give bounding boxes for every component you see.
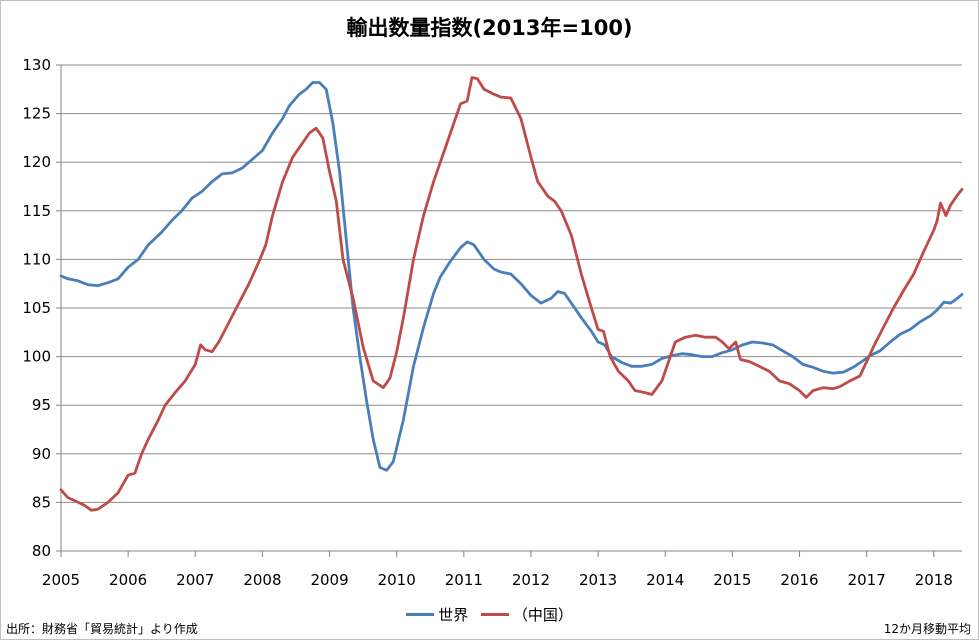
chart-title: 輸出数量指数(2013年=100): [346, 16, 633, 40]
y-tick-label-110: 110: [22, 250, 51, 268]
source-note: 出所：財務省「貿易統計」より作成: [6, 622, 198, 636]
x-tick-label-2018: 2018: [915, 571, 953, 589]
x-tick-label-2013: 2013: [579, 571, 617, 589]
x-tick-label-2005: 2005: [42, 571, 80, 589]
chart-legend: 世界 （中国）: [0, 602, 979, 625]
x-tick-label-2017: 2017: [848, 571, 886, 589]
y-tick-label-90: 90: [32, 445, 51, 463]
legend-label-world: 世界: [438, 606, 469, 624]
x-tick-label-2007: 2007: [176, 571, 214, 589]
y-tick-label-125: 125: [22, 105, 51, 123]
y-tick-label-115: 115: [22, 202, 51, 220]
legend-swatch-china: [480, 613, 509, 616]
series-line-world: [59, 81, 964, 472]
series-line-china: [59, 76, 964, 512]
x-tick-label-2006: 2006: [109, 571, 147, 589]
x-tick-label-2015: 2015: [713, 571, 751, 589]
y-tick-label-80: 80: [32, 542, 51, 560]
y-tick-label-100: 100: [22, 348, 51, 366]
x-tick-label-2016: 2016: [780, 571, 818, 589]
legend-item-world: 世界: [406, 604, 468, 625]
x-tick-label-2008: 2008: [243, 571, 281, 589]
x-tick-label-2014: 2014: [646, 571, 684, 589]
y-tick-label-105: 105: [22, 299, 51, 317]
x-tick-label-2012: 2012: [512, 571, 550, 589]
moving-average-note: 12か月移動平均: [883, 622, 971, 636]
legend-label-china: （中国）: [512, 606, 573, 624]
legend-item-china: （中国）: [480, 604, 573, 625]
legend-swatch-world: [406, 613, 435, 616]
x-tick-label-2010: 2010: [378, 571, 416, 589]
x-tick-label-2011: 2011: [445, 571, 483, 589]
y-tick-label-130: 130: [22, 56, 51, 74]
y-tick-label-95: 95: [32, 396, 51, 414]
y-tick-label-120: 120: [22, 153, 51, 171]
x-tick-label-2009: 2009: [310, 571, 348, 589]
y-tick-label-85: 85: [32, 493, 51, 511]
